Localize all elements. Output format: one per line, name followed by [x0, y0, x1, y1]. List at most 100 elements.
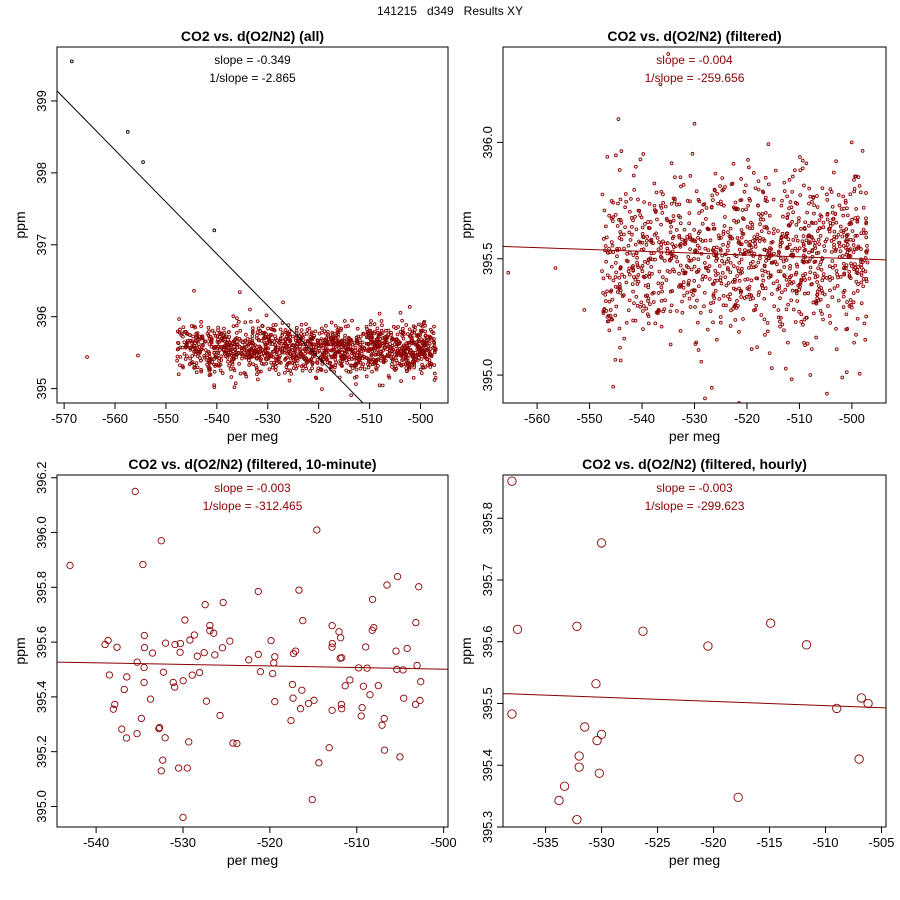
data-point: [238, 328, 243, 333]
data-point: [852, 340, 856, 345]
data-point: [282, 370, 287, 375]
data-point: [847, 269, 852, 274]
data-point: [699, 359, 704, 364]
data-point: [811, 311, 816, 316]
data-point: [408, 350, 413, 355]
data-point: [287, 347, 291, 352]
data-point: [841, 230, 846, 235]
data-point: [169, 678, 177, 687]
data-point: [433, 376, 438, 380]
y-tick-label: 395.4: [480, 749, 495, 782]
slope-annotation: slope = -0.003: [214, 481, 291, 495]
data-point: [666, 52, 671, 56]
data-point: [742, 296, 747, 300]
data-point: [798, 155, 802, 159]
data-point: [727, 297, 732, 302]
data-point: [787, 206, 791, 211]
data-point: [171, 683, 179, 691]
data-point: [810, 249, 815, 253]
data-point: [832, 703, 842, 714]
data-point: [625, 251, 629, 256]
data-point: [786, 246, 790, 250]
x-tick-label: -510: [813, 835, 839, 850]
data-point: [805, 259, 810, 264]
data-point: [808, 270, 813, 275]
data-point: [708, 238, 713, 243]
data-point: [741, 232, 746, 236]
data-point: [834, 159, 838, 164]
data-point: [604, 235, 609, 240]
data-point: [716, 201, 720, 206]
data-point: [596, 729, 607, 740]
data-point: [329, 342, 334, 346]
data-point: [721, 242, 725, 247]
data-point: [677, 284, 681, 289]
data-point: [304, 699, 313, 708]
data-point: [680, 299, 684, 304]
data-point: [411, 700, 420, 709]
data-point: [684, 264, 689, 268]
data-point: [432, 371, 437, 376]
data-point: [310, 366, 314, 371]
data-point: [601, 311, 606, 316]
data-point: [337, 350, 341, 355]
data-point: [707, 264, 712, 268]
data-point: [212, 369, 217, 374]
data-point: [133, 730, 141, 738]
data-point: [370, 342, 375, 346]
data-point: [675, 309, 679, 313]
plot-frame: [502, 46, 887, 404]
data-point: [364, 374, 369, 379]
data-point: [714, 256, 719, 260]
data-point: [413, 661, 421, 670]
data-point: [640, 269, 645, 274]
data-point: [259, 352, 264, 357]
data-point: [352, 352, 357, 357]
data-point: [307, 358, 312, 362]
data-point: [270, 365, 275, 370]
data-point: [797, 309, 801, 314]
data-point: [374, 359, 379, 364]
data-point: [863, 337, 868, 342]
data-point: [319, 367, 323, 372]
data-point: [259, 357, 263, 361]
data-point: [647, 271, 652, 276]
data-point: [410, 352, 415, 357]
data-point: [194, 349, 199, 353]
data-point: [261, 331, 265, 335]
data-point: [747, 243, 751, 247]
data-point: [843, 200, 848, 205]
data-point: [844, 263, 849, 268]
data-point: [760, 268, 764, 273]
data-point: [406, 347, 411, 351]
data-point: [361, 331, 365, 336]
data-point: [778, 324, 782, 329]
data-point: [754, 303, 759, 308]
data-point: [646, 220, 650, 224]
data-point: [175, 354, 180, 359]
data-point: [833, 263, 838, 268]
data-point: [733, 302, 738, 307]
data-point: [722, 261, 727, 266]
data-point: [856, 282, 860, 286]
data-point: [255, 319, 260, 324]
data-point: [726, 244, 730, 248]
x-tick-label: -500: [839, 411, 865, 426]
data-point: [811, 238, 816, 243]
data-point: [627, 266, 632, 271]
data-point: [623, 225, 627, 230]
data-point: [415, 583, 423, 591]
data-point: [736, 269, 741, 274]
data-point: [271, 323, 276, 327]
data-point: [187, 362, 192, 367]
data-point: [779, 203, 784, 208]
data-point: [735, 274, 739, 278]
data-point: [712, 281, 716, 286]
data-point: [201, 343, 205, 348]
data-point: [378, 721, 386, 729]
data-point: [678, 328, 683, 333]
data-point: [358, 704, 366, 712]
data-point: [299, 328, 304, 332]
data-point: [377, 311, 382, 316]
data-point: [161, 734, 169, 742]
